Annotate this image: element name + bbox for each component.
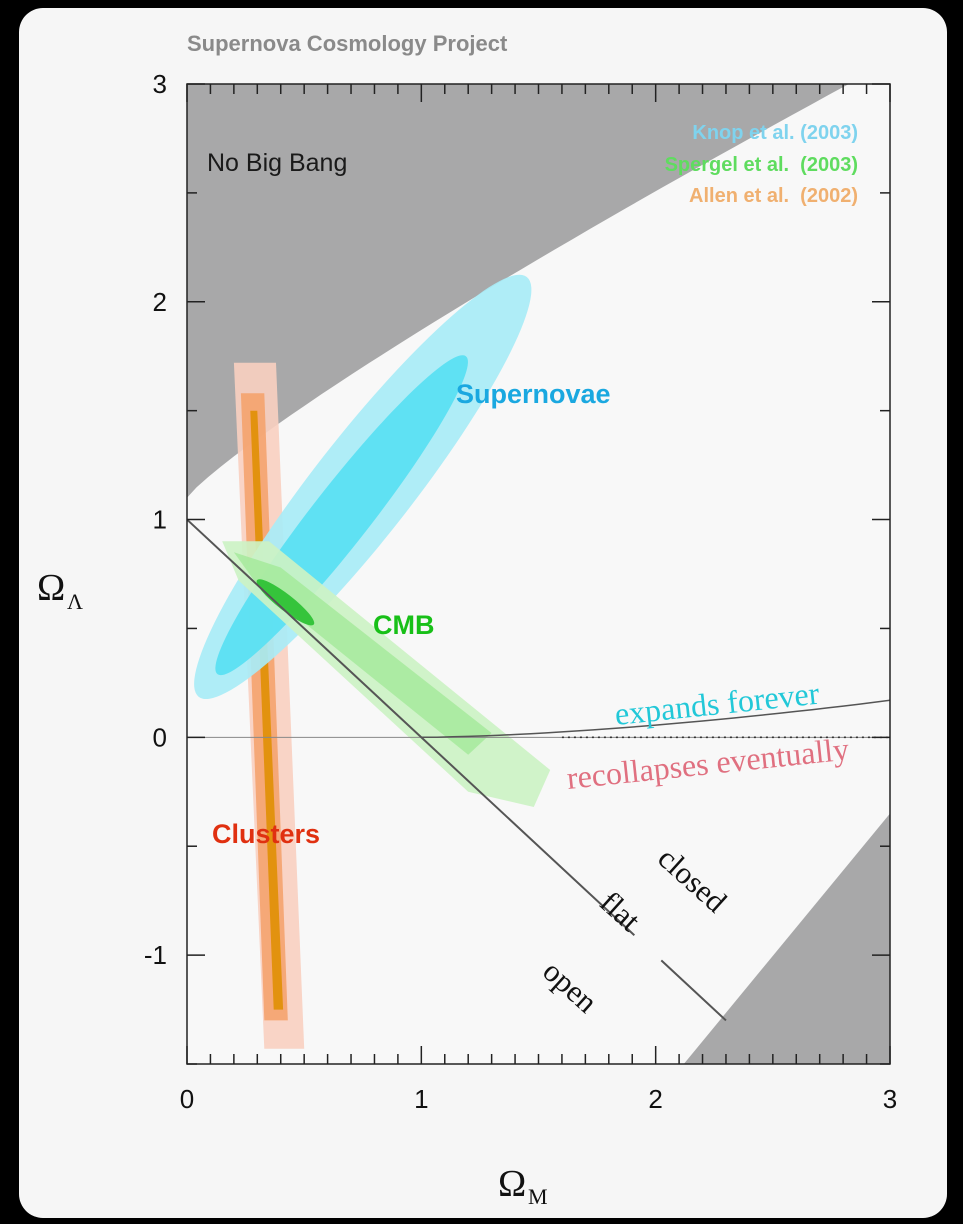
forbidden-region-lower-right (683, 813, 890, 1064)
x-tick-label: 0 (180, 1084, 194, 1114)
svg-text:Ω: Ω (498, 1163, 526, 1205)
supernovae-label: Supernovae (456, 379, 611, 409)
legend-entry-allen: Allen et al. (2002) (689, 185, 858, 207)
x-tick-label: 1 (414, 1084, 428, 1114)
y-tick-label: 1 (153, 505, 167, 535)
x-tick-labels: 0 1 2 3 (180, 1084, 897, 1114)
expands-forever-boundary (419, 699, 890, 739)
legend: Knop et al. (2003) Spergel et al. (2003)… (665, 122, 858, 207)
x-tick-label: 3 (883, 1084, 897, 1114)
svg-text:M: M (528, 1184, 548, 1209)
axis-ticks (186, 83, 891, 1065)
svg-text:Λ: Λ (67, 589, 83, 614)
legend-entry-knop: Knop et al. (2003) (692, 122, 858, 144)
cmb-label: CMB (373, 610, 435, 640)
y-tick-label: -1 (144, 940, 167, 970)
no-big-bang-label: No Big Bang (207, 149, 347, 177)
svg-text:Ω: Ω (37, 567, 65, 609)
cmb-inner-contour (256, 579, 315, 626)
y-tick-labels: 3 2 1 0 -1 (144, 69, 167, 970)
legend-entry-spergel: Spergel et al. (2003) (665, 154, 858, 176)
y-tick-label: 0 (153, 722, 167, 752)
y-tick-label: 2 (153, 287, 167, 317)
no-big-bang-region (187, 84, 849, 498)
x-axis-label: Ω M (498, 1163, 548, 1209)
cmb-contours (222, 541, 551, 807)
plot-area (187, 84, 890, 1064)
y-axis-label: Ω Λ (37, 567, 83, 614)
flat-line (187, 518, 636, 937)
source-label: Supernova Cosmology Project (187, 31, 508, 56)
flat-line-lower (660, 959, 727, 1022)
x-tick-label: 2 (648, 1084, 662, 1114)
clusters-label: Clusters (212, 819, 320, 849)
y-tick-label: 3 (153, 69, 167, 99)
